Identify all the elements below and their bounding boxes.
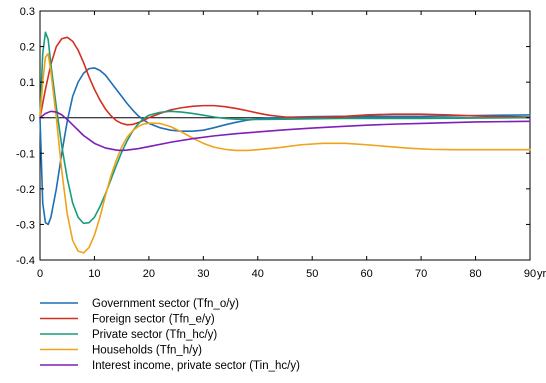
series-layer <box>39 31 531 254</box>
series-line <box>39 36 531 126</box>
series-line <box>39 110 531 152</box>
x-tick-label: 40 <box>252 268 264 280</box>
legend-entry-label: Foreign sector (Tfn_e/y) <box>92 314 215 326</box>
legend: Government sector (Tfn_o/y) Foreign secto… <box>40 298 300 372</box>
series-line <box>39 31 531 225</box>
x-tick-label: 0 <box>37 268 43 280</box>
y-tick-label: 0.3 <box>20 6 35 18</box>
legend-entry-label: Households (Tfn_h/y) <box>92 345 202 357</box>
y-axis: 0.3 0.2 0.1 0 -0.1 -0.2 -0.3 -0.4 <box>16 6 530 267</box>
y-tick-label: -0.4 <box>16 255 35 267</box>
x-tick-label: 80 <box>469 268 481 280</box>
x-tick-label: 70 <box>415 268 427 280</box>
x-tick-label: 20 <box>143 268 155 280</box>
x-axis: yr 0 10 20 30 40 50 60 70 80 90 <box>37 11 546 280</box>
plot-frame <box>39 10 531 261</box>
y-tick-label: 0.1 <box>20 77 35 89</box>
y-tick-label: 0 <box>29 113 35 125</box>
plot-area <box>39 10 531 261</box>
legend-entry-label: Government sector (Tfn_o/y) <box>92 298 239 310</box>
x-axis-unit-label: yr <box>537 268 546 280</box>
x-tick-label: 50 <box>306 268 318 280</box>
series-line <box>39 52 531 254</box>
y-tick-label: -0.3 <box>16 219 35 231</box>
x-tick-label: 90 <box>524 268 536 280</box>
y-tick-label: -0.1 <box>16 148 35 160</box>
legend-entry-label: Interest income, private sector (Tin_hc/… <box>92 360 300 372</box>
legend-entry-label: Private sector (Tfn_hc/y) <box>92 329 217 341</box>
y-tick-label: -0.2 <box>16 184 35 196</box>
x-tick-label: 10 <box>88 268 100 280</box>
y-tick-label: 0.2 <box>20 42 35 54</box>
x-tick-label: 30 <box>197 268 209 280</box>
x-tick-label: 60 <box>361 268 373 280</box>
